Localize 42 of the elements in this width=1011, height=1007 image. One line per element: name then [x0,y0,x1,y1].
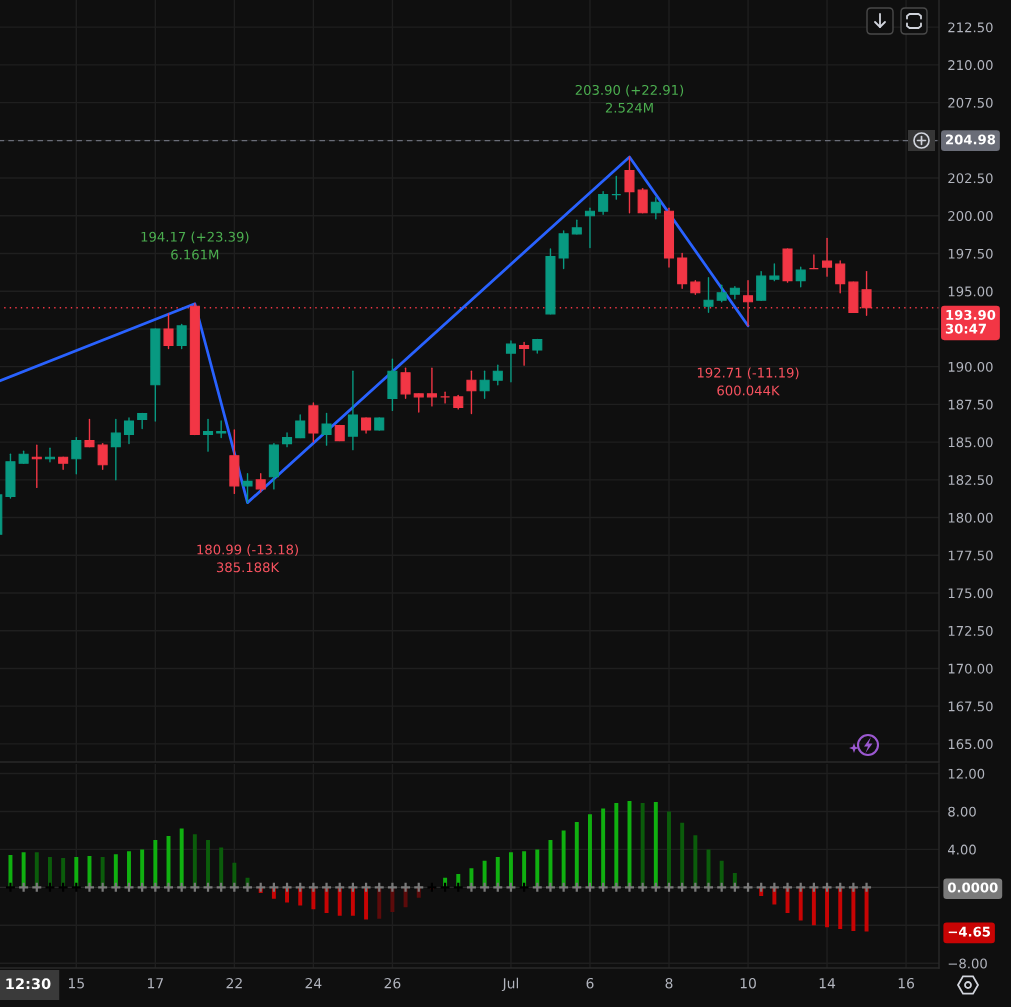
y-tick-label: 197.50 [948,248,993,259]
x-tick-label: 8 [665,977,673,989]
x-tick-label: 26 [384,977,401,989]
y-tick-label: 190.00 [948,361,993,372]
y-tick-label: 212.50 [948,22,993,33]
y-tick-label: 195.00 [948,286,993,297]
ref-line-label: 193.90 30:47 [945,309,996,334]
x-tick-label: 10 [740,977,756,989]
y-tick-label: 177.50 [948,550,993,561]
y-tick-label: 200.00 [948,210,993,221]
ref-line-label: 204.98 [946,134,996,145]
y-tick-label: 180.00 [948,512,993,523]
y-tick-label: 8.00 [948,806,976,817]
annotation: 192.71 (-11.19) 600.044K [697,367,799,396]
y-tick-label: 4.00 [947,844,976,855]
y-tick-label: 170.00 [948,663,993,674]
annotation: 203.90 (+22.91) 2.524M [575,84,684,113]
x-tick-label: 16 [898,977,915,989]
y-tick-label: 182.50 [948,475,993,486]
x-tick-label: 22 [226,977,242,989]
annotation: 194.17 (+23.39) 6.161M [141,231,249,260]
y-tick-label: 0.0000 [947,882,998,893]
annotation: 180.99 (-13.18) 385.188K [197,544,298,573]
y-tick-label: 187.50 [948,399,993,410]
text: 12:30 [6,978,51,990]
y-tick-label: 167.50 [948,701,993,712]
x-tick-label: 24 [305,977,322,989]
y-tick-label: 202.50 [948,173,993,184]
y-tick-label: 185.00 [948,437,993,448]
x-tick-label: 6 [586,977,594,989]
y-tick-label: 172.50 [948,625,993,636]
y-tick-label: −8.00 [948,958,987,969]
x-tick-label: Jul [501,977,519,992]
y-tick-label: −4.65 [948,926,991,937]
x-tick-label: 17 [148,978,163,989]
x-tick-label: 15 [69,978,84,989]
y-tick-label: 12.00 [948,768,985,779]
y-tick-label: 175.00 [948,588,993,599]
x-tick-label: 14 [819,978,836,989]
y-tick-label: 207.50 [948,97,993,108]
y-tick-label: 210.00 [948,60,993,71]
y-tick-label: 165.00 [948,739,993,750]
